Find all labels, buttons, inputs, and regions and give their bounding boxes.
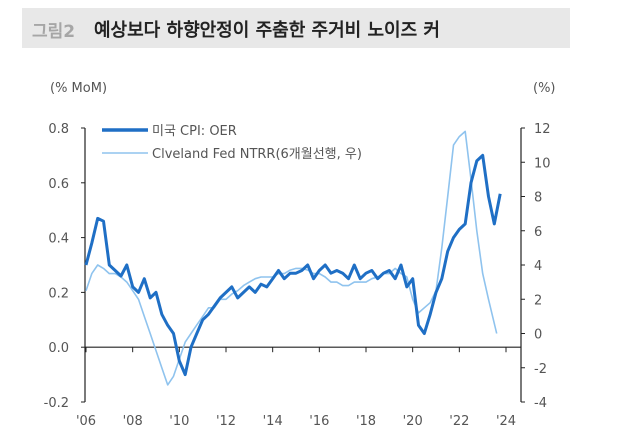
figure-label: 그림2: [32, 22, 76, 42]
x-tick-label: '16: [309, 414, 329, 429]
title-bar: 그림2 예상보다 하향안정이 주춤한 주거비 노이즈 커: [22, 8, 570, 48]
legend: 미국 CPI: OER Clveland Fed NTRR(6개월선행, 우): [102, 124, 362, 162]
left-tick-label: -0.2: [44, 396, 69, 411]
right-tick-label: 2: [534, 293, 542, 308]
x-tick-label: '18: [356, 414, 376, 429]
series-line-oer: [84, 153, 502, 377]
x-tick-label: '10: [169, 414, 189, 429]
right-tick-label: 10: [534, 156, 551, 171]
left-tick-label: 0.4: [48, 232, 69, 247]
series-line-ntrr: [85, 130, 498, 386]
x-tick-label: '24: [496, 414, 516, 429]
x-tick-label: '08: [123, 414, 143, 429]
right-tick-label: 8: [534, 191, 542, 206]
left-tick-label: 0.0: [48, 341, 69, 356]
right-tick-label: -2: [534, 362, 547, 377]
x-tick-label: '12: [216, 414, 236, 429]
right-tick-label: 4: [534, 259, 542, 274]
right-tick-label: 6: [534, 225, 542, 240]
x-tick-label: '14: [263, 414, 283, 429]
legend-label-oer: 미국 CPI: OER: [152, 124, 237, 139]
legend-label-ntrr: Clveland Fed NTRR(6개월선행, 우): [152, 146, 362, 162]
right-tick-label: 0: [534, 328, 542, 343]
x-tick-label: '20: [403, 414, 423, 429]
chart-title: 예상보다 하향안정이 주춤한 주거비 노이즈 커: [94, 20, 440, 41]
left-tick-label: 0.2: [48, 286, 69, 301]
x-tick-label: '22: [449, 414, 469, 429]
right-axis-unit: (%): [533, 81, 556, 96]
left-tick-label: 0.8: [48, 122, 69, 137]
right-tick-label: 12: [534, 122, 551, 137]
x-tick-label: '06: [76, 414, 96, 429]
left-axis-unit: (% MoM): [50, 81, 107, 96]
left-tick-label: 0.6: [48, 177, 69, 192]
right-tick-label: -4: [534, 396, 547, 411]
